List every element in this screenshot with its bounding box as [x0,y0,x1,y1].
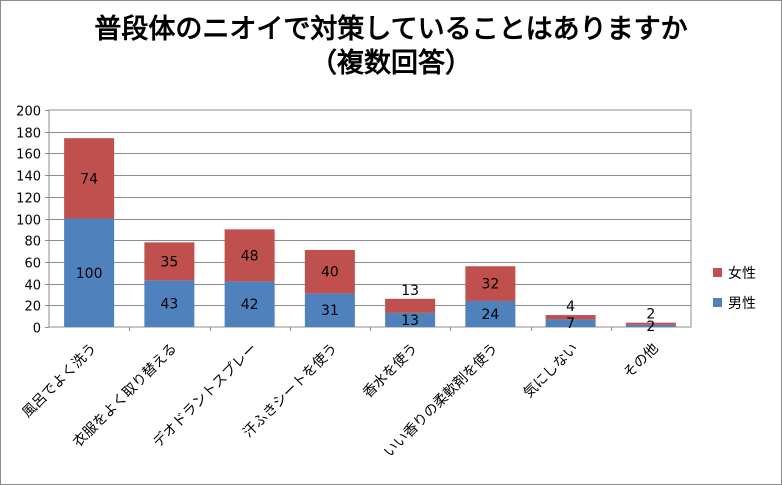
y-tick-label: 140 [16,170,41,185]
x-category-label: その他 [621,341,662,382]
data-label: 13 [401,313,419,329]
legend-label: 女性 [728,265,756,282]
y-tick-label: 40 [24,279,41,294]
legend-swatch [713,298,722,307]
data-label: 42 [241,297,259,313]
data-label: 40 [321,265,339,281]
x-category-label: 風呂でよく洗う [19,341,100,422]
data-label: 24 [481,307,499,323]
legend-swatch [713,268,722,277]
chart-canvas: 0 20 40 60 80 100 120 140 160 180 200 100 74 風呂でよく洗う 4… [1,1,781,484]
data-label: 100 [76,266,103,282]
y-tick-label: 100 [16,214,41,229]
data-label: 2 [646,307,655,323]
data-label: 7 [566,316,575,332]
y-tick-label: 200 [16,105,41,120]
y-tick-label: 120 [16,192,41,207]
data-label: 74 [80,171,98,187]
legend-label: 男性 [728,296,756,312]
x-category-label: 香水を使う [359,340,421,402]
x-category-label: 気にしない [521,341,582,402]
data-label: 48 [241,248,259,264]
y-tick-label: 0 [33,322,41,337]
chart-frame: 普段体のニオイで対策していることはありますか （複数回答） 0 20 40 60 80 1… [0,0,782,485]
data-label: 13 [401,283,419,299]
data-label: 32 [481,277,499,293]
data-label: 31 [321,303,339,319]
y-tick-label: 80 [24,235,41,250]
y-tick-label: 60 [24,257,41,272]
y-tick-label: 160 [16,148,41,163]
data-label: 4 [566,299,575,315]
data-label: 43 [160,297,178,313]
y-tick-label: 20 [24,300,41,315]
data-label: 35 [160,254,178,270]
y-tick-label: 180 [16,127,41,142]
bar-female [385,299,435,313]
